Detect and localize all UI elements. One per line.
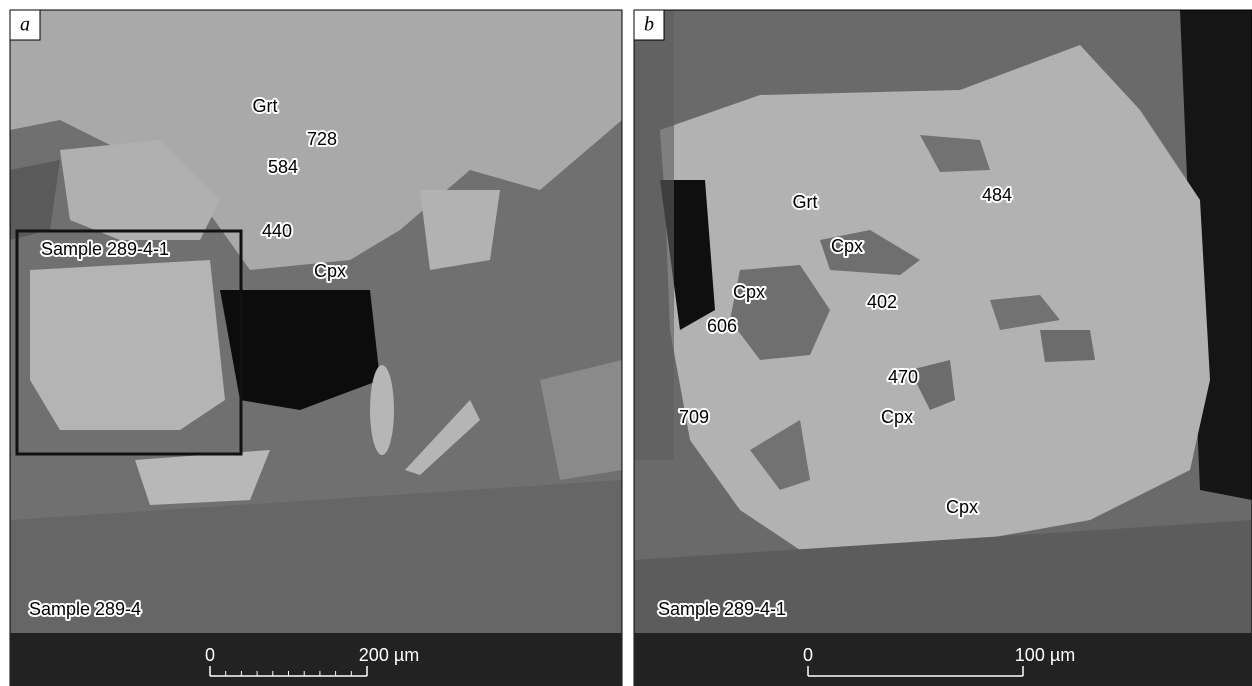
mineral-label: 440 [262,221,292,241]
mineral-label: Cpx [881,407,913,427]
mineral-label: 484 [982,185,1012,205]
mineral-label: 584 [268,157,298,177]
scale-start: 0 [803,645,813,665]
mineral-label: Cpx [831,236,863,256]
mineral-label: 470 [888,367,918,387]
sample-label: Sample 289-4-1 [658,599,786,619]
mineral-label: Cpx [733,282,765,302]
panel-letter: a [20,14,30,36]
sample-label: Sample 289-4 [29,599,141,619]
micrograph-a [10,10,622,633]
inset-label: Sample 289-4-1 [41,239,169,259]
mineral-label: 606 [707,316,737,336]
panel-letter: b [644,14,654,36]
scale-start: 0 [205,645,215,665]
scale-end: 200 µm [359,645,419,665]
scale-end: 100 µm [1015,645,1075,665]
figure: a Grt 728 584 440 Cpx Sample 289-4 Sample 289-4… [0,0,1252,686]
mineral-label: 728 [307,129,337,149]
mineral-label: 709 [679,407,709,427]
mineral-label: Grt [253,96,278,116]
mineral-label: Cpx [946,497,978,517]
mineral-label: Cpx [314,261,346,281]
mineral-label: 402 [867,292,897,312]
mineral-label: Grt [793,192,818,212]
